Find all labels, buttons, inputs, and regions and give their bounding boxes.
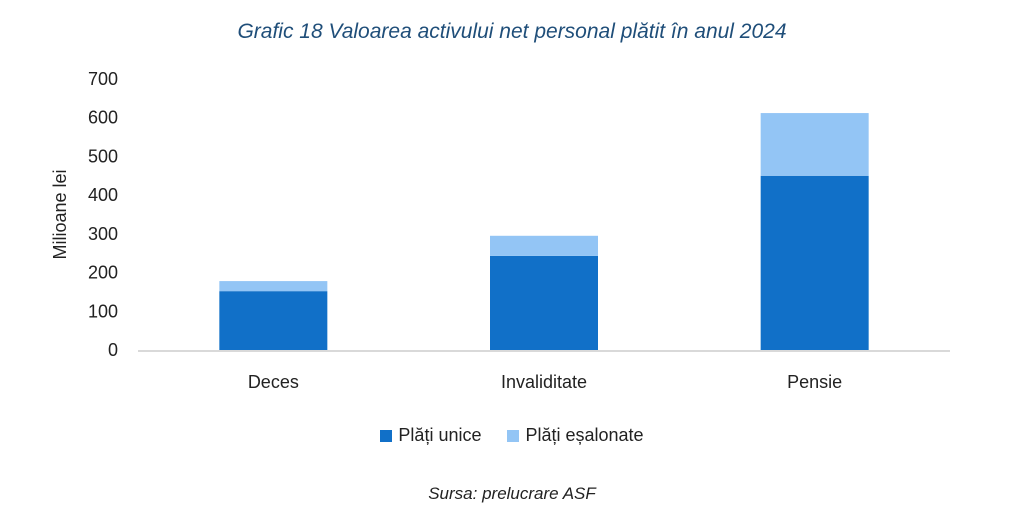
x-tick-label: Pensie [787, 372, 842, 392]
legend-swatch-esalonate [507, 429, 520, 442]
legend-label: Plăți eșalonate [525, 425, 644, 445]
y-axis-label: Milioane lei [50, 169, 70, 259]
bar-unice-deces [219, 291, 328, 350]
chart-title: Grafic 18 Valoarea activului net persona… [237, 20, 787, 43]
legend: Plăți unice Plăți eșalonate [0, 425, 1024, 446]
x-tick-label: Deces [248, 372, 299, 392]
legend-swatch-unice [380, 429, 393, 442]
chart-plot: 0 100 200 300 400 500 600 700 Milioane lei Deces I… [50, 69, 950, 392]
bar-esalonate-deces [219, 281, 328, 292]
y-tick-label: 700 [88, 69, 118, 89]
bar-esalonate-pensie [760, 113, 869, 176]
y-tick-label: 100 [88, 301, 118, 321]
y-tick-label: 200 [88, 263, 118, 283]
legend-label: Plăți unice [398, 425, 482, 445]
y-tick-label: 300 [88, 224, 118, 244]
y-tick-label: 600 [88, 108, 118, 128]
y-tick-label: 400 [88, 185, 118, 205]
bar-unice-invaliditate [490, 255, 598, 350]
y-tick-label: 0 [108, 340, 118, 360]
legend-item-esalonate: Plăți eșalonate [507, 425, 644, 446]
bar-unice-pensie [760, 175, 869, 350]
bar-esalonate-invaliditate [490, 235, 598, 256]
x-tick-label: Invaliditate [501, 372, 587, 392]
legend-item-unice: Plăți unice [380, 425, 481, 446]
y-tick-label: 500 [88, 146, 118, 166]
source-note: Sursa: prelucrare ASF [428, 484, 596, 503]
